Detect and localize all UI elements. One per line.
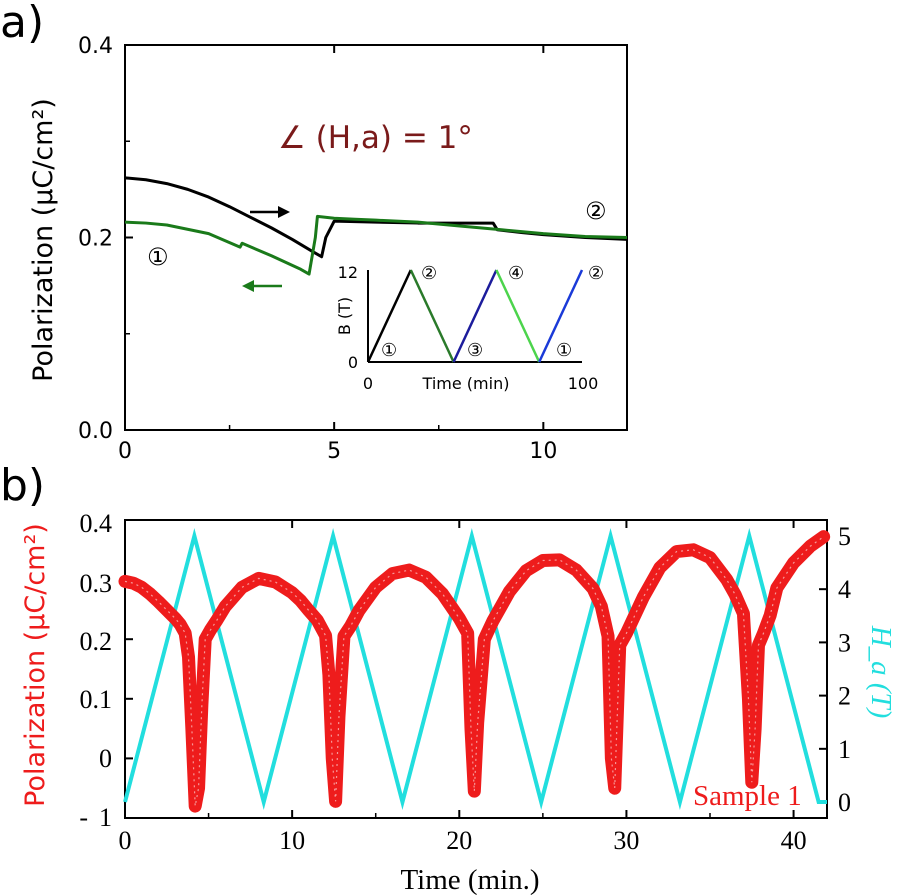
inset-xlabel: Time (min)	[422, 374, 510, 393]
inset-field-protocol: 12 00 100 Time (min) B (T) ① ② ③ ④ ① ②	[335, 258, 618, 398]
panel-b-xtick-label: 30	[613, 826, 639, 855]
panel-b-ylabel: Polarization (μC/cm²)	[20, 523, 51, 807]
panel-b-series-group	[118, 528, 831, 813]
panel-b-ytick-label: 0.3	[80, 569, 113, 598]
panel-a: a) 0 5 10 0.0 0.2 0.4 Polarization (μC/cm²) ∠ …	[0, 0, 628, 464]
panel-a-label: a)	[0, 0, 44, 48]
panel-b-y2tick-label: 1	[838, 735, 851, 764]
panel-a-series-1	[124, 176, 628, 259]
panel-b-xlabel: Time (min.)	[400, 864, 539, 895]
panel-a-xtick-label: 10	[529, 439, 557, 464]
panel-a-series-2	[124, 214, 628, 276]
panel-b-series-polarization-markers	[124, 536, 825, 807]
inset-step-label: ①	[556, 340, 572, 361]
panel-b-frame	[124, 519, 828, 819]
inset-step-label: ②	[421, 263, 437, 284]
panel-b-xtick-label: 20	[446, 826, 472, 855]
angle-annotation: ∠ (H,a) = 1°	[278, 120, 473, 156]
panel-a-ytick-label: 0.0	[78, 419, 113, 444]
inset-ramp-1	[366, 269, 412, 363]
inset-ramp-3	[452, 269, 498, 363]
panel-b-y2tick-label: 4	[838, 575, 851, 604]
panel-a-ylabel: Polarization (μC/cm²)	[28, 98, 59, 382]
inset-step-label: ②	[588, 263, 604, 284]
panel-b-ytick-label: 0.4	[80, 509, 113, 538]
panel-b-xtick-label: 10	[279, 826, 305, 855]
inset-step-label: ①	[381, 340, 397, 361]
inset-ramp-4	[495, 269, 541, 363]
panel-b-y2tick-label: 0	[838, 788, 851, 817]
panel-a-series-group	[124, 176, 628, 276]
panel-b-ytick-label: 0	[99, 744, 112, 773]
panel-b-ytick-label: -	[79, 803, 88, 832]
inset-step-label: ④	[508, 263, 524, 284]
inset-ylabel: B (T)	[335, 297, 354, 335]
legend-sample-1: Sample 1	[693, 780, 802, 812]
down-sweep-arrow	[242, 280, 282, 292]
panel-a-xtick-label: 0	[118, 439, 132, 464]
panel-b-ytick-label: 0.1	[80, 685, 113, 714]
panel-a-xtick-label: 5	[327, 439, 341, 464]
inset-step-label: ③	[467, 340, 483, 361]
panel-b-label: b)	[0, 460, 45, 511]
inset-ytick-label: 12	[338, 263, 358, 282]
up-sweep-arrow	[250, 206, 290, 218]
panel-a-ytick-label: 0.2	[78, 227, 113, 252]
curve-marker-2: ②	[585, 197, 607, 225]
curve-marker-1: ①	[147, 243, 169, 271]
inset-ramp-2	[409, 269, 455, 363]
panel-b-y2tick-label: 2	[838, 682, 851, 711]
panel-b-series-field	[123, 528, 827, 810]
panel-b-y2tick-label: 5	[838, 522, 851, 551]
panel-b-y2label: H_a (T)	[865, 625, 897, 719]
panel-b-xtick-label: 40	[781, 826, 807, 855]
panel-a-ytick-label: 0.4	[78, 34, 113, 59]
panel-b-y2tick-label: 3	[838, 628, 851, 657]
panel-b-ytick-label: 1	[99, 803, 112, 832]
inset-ramp-5	[538, 269, 584, 363]
inset-ytick-label: 0	[348, 353, 358, 372]
panel-b-ytick-label: 0.2	[80, 627, 113, 656]
inset-xtick-label: 100	[568, 374, 599, 393]
inset-xtick-label: 0	[363, 374, 373, 393]
panel-b-xtick-label: 0	[119, 826, 132, 855]
